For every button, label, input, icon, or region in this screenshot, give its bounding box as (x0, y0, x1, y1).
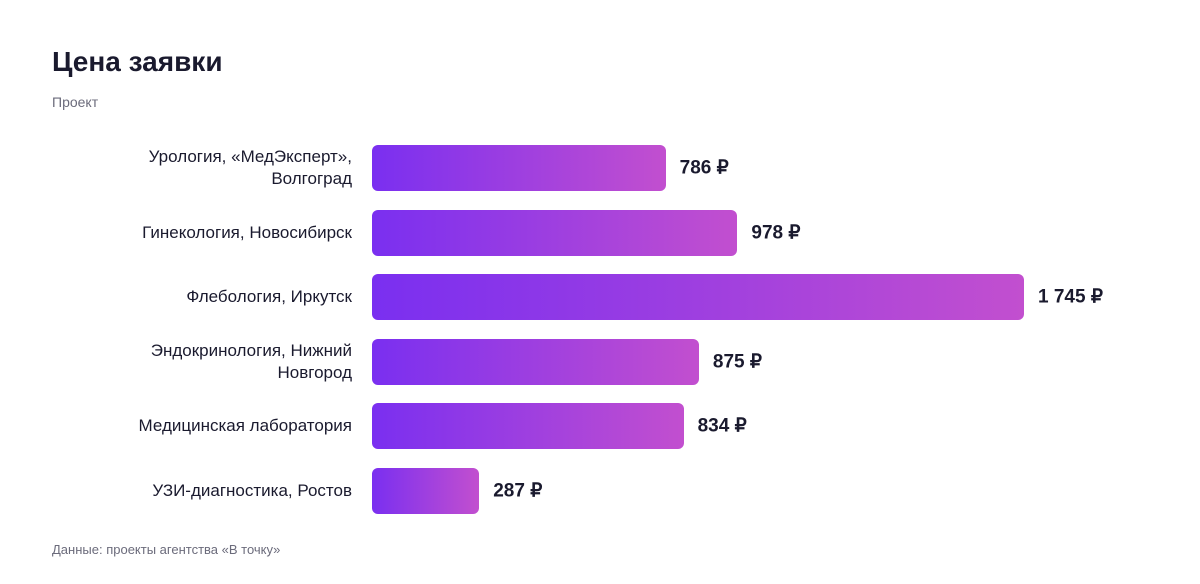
source-note: Данные: проекты агентства «В точку» (52, 542, 281, 557)
bar (372, 403, 684, 450)
value-label: 834 ₽ (697, 415, 747, 437)
bar (372, 468, 480, 514)
category-label: Эндокринология, Нижний Новгород (150, 340, 352, 382)
category-label: Урология, «МедЭксперт», Волгоград (148, 147, 352, 188)
value-label: 287 ₽ (493, 480, 543, 502)
bar (372, 209, 738, 256)
value-label: 875 ₽ (712, 351, 762, 373)
bar (372, 338, 699, 385)
bar (372, 274, 1024, 321)
category-label: Гинекология, Новосибирск (142, 222, 352, 242)
chart-subtitle: Проект (52, 94, 99, 110)
category-label: Медицинская лаборатория (138, 416, 352, 436)
value-label: 978 ₽ (751, 222, 801, 244)
value-label: 1 745 ₽ (1038, 286, 1103, 308)
category-label: УЗИ-диагностика, Ростов (152, 481, 352, 500)
chart-title: Цена заявки (52, 46, 223, 77)
value-label: 786 ₽ (679, 157, 729, 179)
bar (372, 145, 666, 191)
category-label: Флебология, Иркутск (186, 287, 352, 307)
